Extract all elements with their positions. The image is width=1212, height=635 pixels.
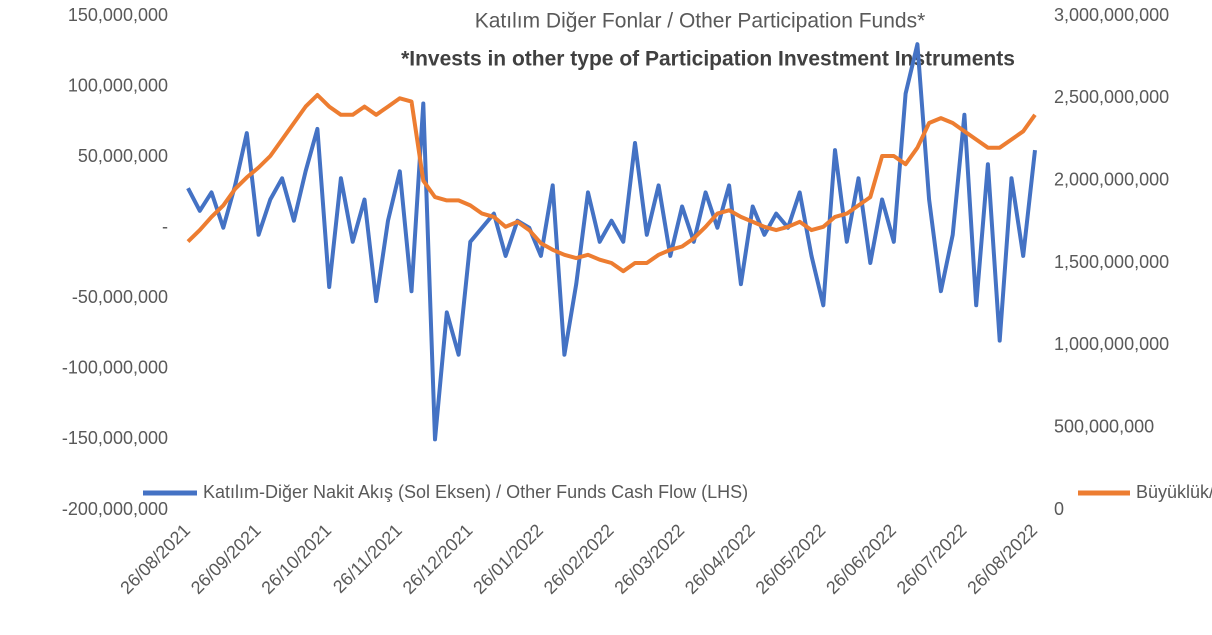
x-tick-label: 26/04/2022 [681,520,759,598]
series-line [186,42,1037,442]
y2-tick-label: 500,000,000 [1054,416,1154,436]
y-tick-label: - [162,216,168,236]
y-tick-label: -200,000,000 [62,499,168,519]
chart-title: Katılım Diğer Fonlar / Other Participati… [475,10,926,33]
x-tick-label: 26/08/2021 [116,520,194,598]
x-tick-label: 26/09/2021 [187,520,265,598]
y-tick-label: -50,000,000 [72,287,168,307]
y2-tick-label: 1,000,000,000 [1054,334,1169,354]
y-tick-label: 150,000,000 [68,5,168,25]
y2-tick-label: 2,500,000,000 [1054,87,1169,107]
y2-tick-label: 2,000,000,000 [1054,169,1169,189]
series-line [186,93,1037,274]
x-tick-label: 26/12/2021 [399,520,477,598]
y-tick-label: 50,000,000 [78,146,168,166]
y2-tick-label: 1,500,000,000 [1054,252,1169,272]
x-tick-label: 26/02/2022 [540,520,618,598]
x-tick-label: 26/11/2021 [329,520,406,597]
y2-tick-label: 3,000,000,000 [1054,5,1169,25]
legend-label: Katılım-Diğer Nakit Akış (Sol Eksen) / O… [203,482,748,502]
legend-label: Büyüklük/AUM [1136,482,1212,502]
x-tick-label: 26/01/2022 [469,520,547,598]
y2-tick-label: 0 [1054,499,1064,519]
y-tick-label: -100,000,000 [62,358,168,378]
chart-subtitle: *Invests in other type of Participation … [401,48,1015,71]
y-tick-label: -150,000,000 [62,428,168,448]
x-tick-label: 26/08/2022 [963,520,1041,598]
x-tick-label: 26/05/2022 [752,520,830,598]
x-tick-label: 26/03/2022 [610,520,688,598]
x-tick-label: 26/06/2022 [822,520,900,598]
x-tick-label: 26/10/2021 [258,520,336,598]
x-tick-label: 26/07/2022 [893,520,971,598]
y-tick-label: 100,000,000 [68,75,168,95]
